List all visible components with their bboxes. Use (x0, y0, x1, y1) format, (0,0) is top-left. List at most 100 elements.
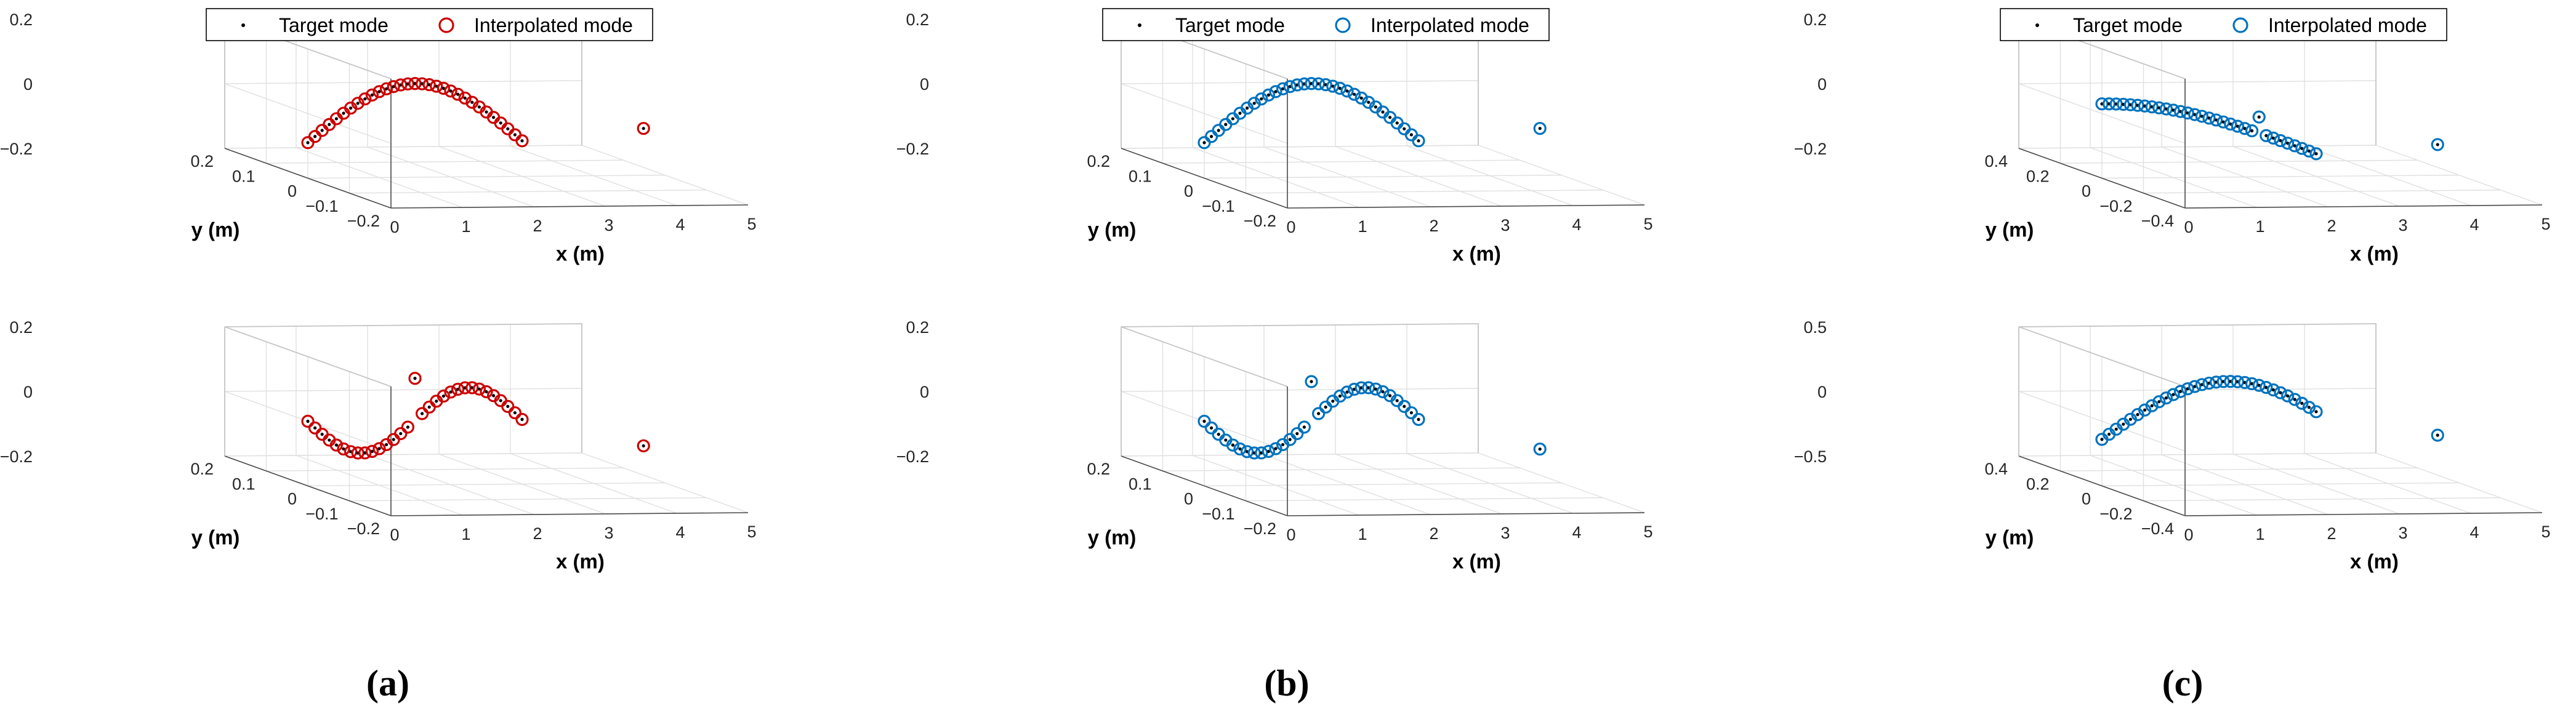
target-mode-point (456, 92, 460, 96)
interpolated-mode-point (1197, 414, 1211, 428)
target-mode-point (2293, 398, 2296, 401)
box-top-edge (1121, 323, 1479, 453)
interpolated-mode-point (2238, 122, 2252, 135)
y-tick-label: 0.2 (1087, 460, 1110, 478)
target-mode-point (2100, 438, 2104, 441)
x-tick-label: 1 (1358, 525, 1367, 543)
interpolated-mode-point (2195, 110, 2209, 123)
target-mode-point (2107, 432, 2111, 436)
interpolated-mode-point (2280, 137, 2295, 150)
target-mode-point (499, 121, 502, 125)
y-axis-label: y (m) (1088, 526, 1137, 549)
target-mode-point (1403, 404, 1406, 408)
target-mode-point (1538, 447, 1542, 451)
interpolated-mode-point (1297, 420, 1311, 434)
target-mode-point (370, 93, 374, 97)
target-mode-point (342, 111, 345, 115)
floor-grid-y (2101, 174, 2460, 179)
interpolated-mode-point (2431, 428, 2444, 442)
x-tick-label: 1 (461, 217, 470, 236)
interpolated-mode-point (2202, 111, 2216, 125)
target-mode-point (320, 129, 324, 132)
legend-target-label: Target mode (2073, 14, 2183, 36)
y-tick-label: −0.2 (1244, 212, 1276, 230)
target-mode-point (477, 387, 481, 391)
target-mode-point (1224, 122, 1228, 126)
interpolated-mode-point (444, 385, 457, 399)
y-tick-label: 0 (2082, 182, 2091, 201)
y-tick-label: −0.2 (1244, 519, 1276, 538)
x-tick-label: 2 (2327, 524, 2336, 543)
target-mode-point (2164, 396, 2168, 400)
interpolated-mode-point (2295, 396, 2309, 410)
interpolated-mode-point (1290, 78, 1304, 92)
interpolated-mode-point (358, 92, 372, 106)
x-tick-label: 2 (1429, 524, 1438, 543)
backwall-grid-z (2018, 145, 2377, 149)
y-axis-line (2018, 455, 2186, 516)
interpolated-mode-point (394, 78, 408, 92)
target-mode-point (1202, 141, 1206, 145)
x-tick-label: 4 (675, 215, 685, 234)
interpolated-mode-point (1340, 385, 1354, 399)
interpolated-mode-point (2188, 380, 2202, 393)
target-mode-point (435, 399, 438, 403)
target-mode-point (1367, 100, 1371, 104)
floor-grid-y (2060, 159, 2418, 164)
interpolated-mode-point (480, 385, 493, 399)
legend-interpolated-label: Interpolated mode (1371, 14, 1529, 36)
target-mode-point (334, 117, 339, 121)
y-tick-label: 0 (2082, 490, 2091, 508)
z-tick-label: 0 (1817, 75, 1827, 94)
interpolated-mode-point (1376, 385, 1390, 399)
x-axis-label: x (m) (2350, 550, 2399, 572)
floor-grid-y (1204, 174, 1562, 179)
interpolated-mode-point (2181, 382, 2194, 396)
target-mode-point (1331, 399, 1335, 403)
interpolated-mode-point (344, 445, 358, 459)
x-tick-label: 4 (2469, 215, 2479, 234)
interpolated-mode-point (394, 427, 408, 441)
interpolated-mode-point (458, 91, 472, 105)
target-mode-point (2114, 427, 2118, 431)
target-mode-point (1217, 433, 1220, 436)
legend-target-marker (1138, 23, 1141, 27)
y-tick-label: 0.4 (1984, 152, 2008, 170)
x-tick-label: 0 (2184, 218, 2193, 236)
x-tick-label: 0 (390, 218, 399, 236)
target-mode-point (2436, 143, 2439, 146)
x-tick-label: 0 (1286, 218, 1295, 236)
target-mode-point (1246, 106, 1249, 110)
target-mode-point (2171, 393, 2175, 396)
interpolated-mode-point (2173, 385, 2188, 398)
z-tick-label: 0.2 (9, 318, 33, 337)
y-tick-label: 0.2 (2026, 475, 2050, 493)
target-mode-point (485, 390, 488, 394)
interpolated-mode-point (2266, 131, 2280, 145)
x-tick-label: 1 (1358, 217, 1367, 236)
interpolated-mode-point (2231, 375, 2245, 388)
caption-b: (b) (1264, 663, 1309, 703)
target-mode-point (2314, 410, 2318, 414)
x-tick-label: 4 (675, 523, 685, 542)
floor-grid-y (307, 174, 666, 179)
interpolated-mode-point (2245, 377, 2259, 391)
interpolated-mode-point (508, 406, 522, 420)
floor-grid-y (1204, 482, 1562, 487)
target-mode-point (1224, 438, 1228, 442)
interpolated-mode-point (2216, 375, 2230, 388)
interpolated-mode-point (2216, 115, 2230, 129)
target-mode-point (1417, 139, 1420, 143)
interpolated-mode-point (515, 412, 529, 427)
target-mode-point (1231, 117, 1234, 121)
interpolated-mode-point (1255, 446, 1268, 460)
z-tick-label: −0.2 (0, 140, 33, 158)
interpolated-mode-point (2145, 399, 2159, 412)
target-mode-point (1395, 121, 1399, 125)
interpolated-mode-point (1333, 389, 1347, 403)
interpolated-mode-point (2152, 395, 2166, 409)
interpolated-mode-point (458, 381, 472, 395)
interpolated-mode-point (2274, 386, 2287, 399)
interpolated-mode-point (1283, 80, 1297, 94)
x-tick-label: 3 (1500, 216, 1510, 234)
